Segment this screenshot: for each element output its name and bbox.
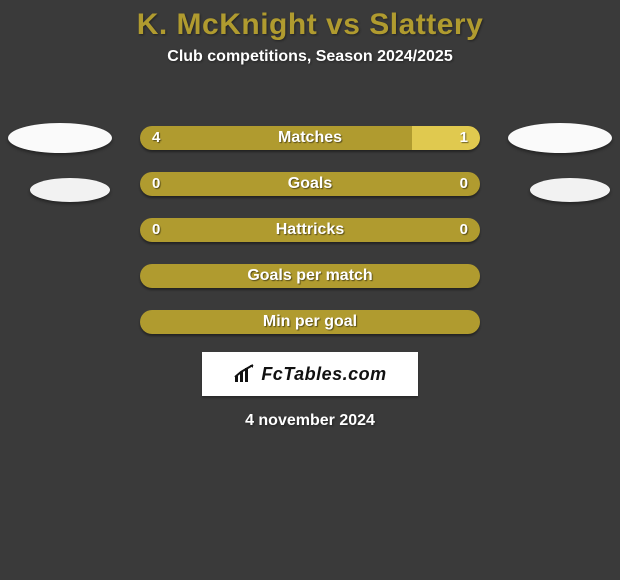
avatar-right_club — [530, 178, 610, 202]
stat-label: Min per goal — [140, 310, 480, 334]
stat-label: Goals per match — [140, 264, 480, 288]
comparison-infographic: K. McKnight vs Slattery Club competition… — [0, 0, 620, 580]
stat-rows: Matches41Goals00Hattricks00Goals per mat… — [140, 126, 480, 356]
stat-row: Matches4 1 — [140, 126, 480, 150]
stat-row: Goals0 0 — [140, 172, 480, 196]
avatar-left_main — [8, 123, 112, 153]
stat-value-left: 0 — [152, 172, 160, 196]
stat-value-left: 0 — [152, 218, 160, 242]
stat-row: Hattricks0 0 — [140, 218, 480, 242]
stat-value-left: 4 — [152, 126, 160, 150]
date-stamp: 4 november 2024 — [0, 412, 620, 430]
avatar-left_club — [30, 178, 110, 202]
page-title: K. McKnight vs Slattery — [0, 0, 620, 42]
page-subtitle: Club competitions, Season 2024/2025 — [0, 48, 620, 66]
stat-label: Matches — [140, 126, 480, 150]
stat-row: Min per goal — [140, 310, 480, 334]
avatar-right_main — [508, 123, 612, 153]
stat-label: Goals — [140, 172, 480, 196]
brand-text: FcTables.com — [261, 364, 386, 385]
stat-value-right: 0 — [460, 218, 468, 242]
stat-value-right: 0 — [460, 172, 468, 196]
stat-value-right: 1 — [460, 126, 468, 150]
chart-icon — [233, 364, 257, 384]
brand-box: FcTables.com — [202, 352, 418, 396]
stat-label: Hattricks — [140, 218, 480, 242]
stat-row: Goals per match — [140, 264, 480, 288]
